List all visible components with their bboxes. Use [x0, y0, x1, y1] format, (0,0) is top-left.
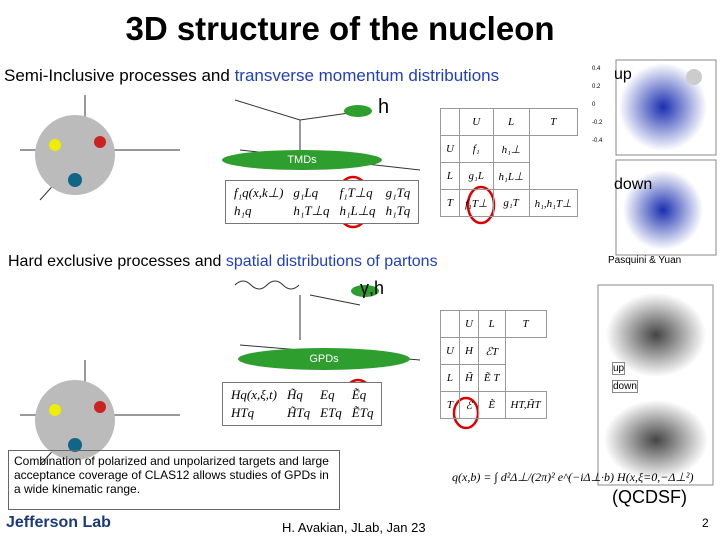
note: Combination of polarized and unpolarized… — [8, 450, 340, 510]
y-tick-label: -0.2 — [592, 120, 603, 126]
table-cell: T — [440, 391, 460, 419]
table-cell: h₁,h₁T⊥ — [528, 189, 578, 217]
table-cell: T — [440, 189, 460, 217]
function: h₁q — [234, 203, 252, 218]
table-cell: H — [458, 337, 479, 365]
y-tick-label: 0.4 — [592, 66, 601, 72]
tmd-functions: f₁q(x,k⊥) g₁Lq f₁T⊥q g₁Tq h₁q h₁T⊥q h₁L⊥q h₁Tq — [225, 180, 420, 224]
function: HTq — [231, 405, 255, 420]
y-ticks: 0.4 0.2 0 -0.2 -0.4 — [592, 60, 602, 150]
y-tick-label: 0 — [592, 102, 596, 108]
diagrams — [20, 95, 496, 466]
gpd-functions: Hq(x,ξ,t) H̃q Eq Ẽq HTq H̃Tq ETq ẼTq — [222, 382, 383, 426]
table-cell: f₁ — [458, 135, 494, 163]
function: Ẽq — [351, 387, 367, 402]
function: f₁T⊥q — [339, 185, 373, 200]
table-cell: ℰ — [458, 391, 479, 419]
function: g₁Lq — [293, 185, 319, 200]
function: h₁T⊥q — [293, 203, 330, 218]
plot-label: up — [612, 362, 626, 375]
page-number: 2 — [702, 516, 709, 530]
table-cell — [440, 108, 460, 136]
function: h₁Tq — [385, 203, 411, 218]
function: Hq(x,ξ,t) — [231, 387, 277, 402]
plot-label: up — [614, 66, 632, 83]
function: ẼTq — [351, 405, 374, 420]
table-row: U H ℰT — [440, 337, 547, 365]
table-cell: g₁T — [492, 189, 530, 217]
table-header: L — [477, 310, 506, 338]
y-tick-label: -0.4 — [592, 138, 603, 144]
table-header: T — [528, 108, 578, 136]
function: ETq — [320, 405, 342, 420]
plot-label: down — [614, 176, 653, 193]
table-cell: H̃ — [458, 364, 479, 392]
heading-text: Semi-Inclusive processes and — [4, 66, 230, 85]
function: h₁L⊥q — [339, 203, 376, 218]
function: H̃q — [287, 387, 303, 402]
table-header: T — [504, 310, 547, 338]
hadron-label: h — [378, 96, 390, 118]
table-header: U — [458, 108, 494, 136]
author: H. Avakian, JLab, Jan 23 — [282, 520, 426, 535]
table-cell: U — [440, 135, 460, 163]
function: H̃Tq — [287, 405, 311, 420]
table-cell — [440, 310, 460, 338]
table-row: T ℰ Ẽ HT,H̃T — [440, 391, 547, 419]
table-header: U — [458, 310, 479, 338]
table-cell: g₁L — [458, 162, 494, 190]
credit: (QCDSF) — [612, 487, 687, 507]
table-cell: h₁⊥ — [492, 135, 530, 163]
table-row: L H̃ Ẽ T — [440, 364, 547, 392]
plots — [597, 59, 717, 486]
credit: Pasquini & Yuan — [608, 255, 682, 266]
title: 3D structure of the nucleon — [125, 10, 555, 47]
heading-text: Hard exclusive processes and — [8, 253, 222, 270]
plot-label: down — [612, 380, 638, 393]
heading: Hard exclusive processes and spatial dis… — [8, 253, 438, 271]
gpd-table: U L T U H ℰT L H̃ Ẽ T T ℰ Ẽ HT,H̃T — [440, 310, 547, 419]
function: Eq — [320, 387, 335, 402]
y-tick-label: 0.2 — [592, 84, 601, 90]
heading-highlight: spatial distributions of partons — [225, 253, 438, 270]
table-cell: ℰT — [477, 337, 506, 365]
function: f₁q(x,k⊥) — [234, 185, 284, 200]
table-header: L — [492, 108, 530, 136]
tmd-blob: TMDs — [222, 150, 382, 170]
table-cell: HT,H̃T — [504, 391, 547, 419]
table-cell: Ẽ T — [477, 364, 506, 392]
table-cell: Ẽ — [477, 391, 506, 419]
formula: q(x,b) = ∫ d²Δ⊥/(2π)² e^(−iΔ⊥·b) H(x,ξ=0… — [452, 470, 694, 484]
table-cell: h₁L⊥ — [492, 162, 530, 190]
table-cell: L — [440, 162, 460, 190]
heading-highlight: transverse momentum distributions — [234, 66, 500, 85]
table-cell: f₁T⊥ — [458, 189, 494, 217]
function: g₁Tq — [385, 185, 411, 200]
table-cell: L — [440, 364, 460, 392]
gpd-blob: GPDs — [238, 348, 410, 370]
logo: Jefferson Lab — [6, 514, 111, 531]
heading: Semi-Inclusive processes and transverse … — [4, 66, 499, 86]
probe-label: γ,h — [360, 278, 385, 298]
table-cell: U — [440, 337, 460, 365]
